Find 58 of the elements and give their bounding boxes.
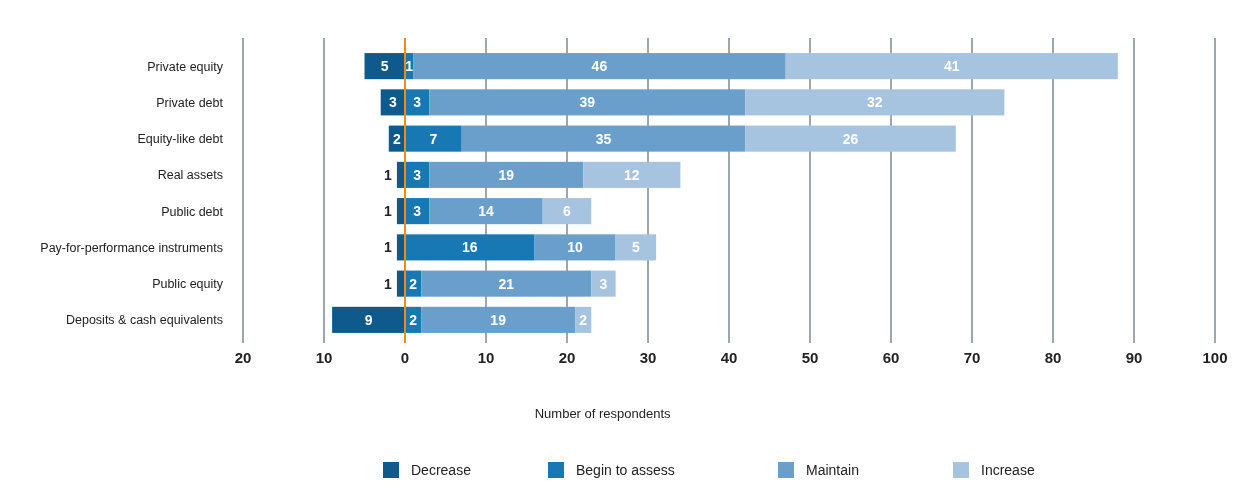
x-tick-label: 80 (1044, 349, 1062, 366)
data-label: 1 (384, 239, 392, 256)
x-tick-label: 60 (882, 349, 900, 366)
x-tick-label: 90 (1125, 349, 1143, 366)
legend-label: Begin to assess (576, 461, 675, 478)
data-label: 5 (631, 239, 640, 256)
x-axis-title: Number of respondents (534, 406, 672, 421)
data-label: 3 (413, 203, 422, 220)
data-label: 2 (579, 311, 588, 328)
y-tick-label: Pay-for-performance instruments (40, 240, 223, 255)
data-label: 2 (409, 311, 418, 328)
data-label: 1 (405, 58, 414, 75)
data-label: 9 (364, 311, 373, 328)
x-tick-label: 20 (558, 349, 576, 366)
y-tick-label: Public debt (161, 204, 224, 219)
legend-label: Decrease (411, 461, 472, 478)
data-label: 5 (380, 58, 389, 75)
data-label: 46 (591, 58, 608, 75)
data-label: 3 (388, 94, 397, 111)
data-label: 12 (624, 166, 640, 183)
data-label: 1 (384, 166, 392, 183)
data-label: 32 (867, 94, 883, 111)
x-tick-label: 20 (234, 349, 252, 366)
y-tick-label: Real assets (157, 168, 223, 183)
data-label: 19 (498, 166, 515, 183)
x-tick-label: 10 (315, 349, 333, 366)
legend-label: Maintain (806, 461, 859, 478)
data-label: 41 (943, 58, 960, 75)
y-tick-label: Deposits & cash equivalents (65, 313, 223, 328)
x-tick-label: 40 (720, 349, 738, 366)
data-label: 2 (409, 275, 418, 292)
data-label: 1 (384, 275, 392, 292)
y-tick-label: Private equity (147, 59, 224, 74)
x-tick-label: 50 (801, 349, 819, 366)
y-tick-label: Private debt (156, 95, 224, 110)
data-label: 3 (413, 94, 422, 111)
data-label: 35 (595, 130, 612, 147)
x-tick-label: 100 (1202, 349, 1228, 366)
x-tick-label: 30 (639, 349, 657, 366)
data-label: 39 (579, 94, 596, 111)
data-label: 21 (498, 275, 515, 292)
data-label: 3 (599, 275, 608, 292)
data-label: 2 (393, 130, 401, 147)
x-tick-label: 70 (963, 349, 981, 366)
data-label: 1 (384, 203, 392, 220)
data-label: 14 (478, 203, 494, 220)
data-label: 6 (563, 203, 572, 220)
data-label: 3 (413, 166, 422, 183)
data-label: 26 (842, 130, 859, 147)
x-tick-label: 10 (477, 349, 495, 366)
y-tick-label: Public equity (152, 277, 224, 291)
y-tick-label: Equity-like debt (137, 132, 224, 146)
data-label: 19 (490, 311, 507, 328)
legend-label: Increase (981, 461, 1035, 478)
data-label: 7 (429, 130, 438, 147)
data-label: 10 (567, 239, 584, 256)
x-tick-label: 0 (400, 349, 410, 366)
data-label: 16 (462, 239, 478, 256)
